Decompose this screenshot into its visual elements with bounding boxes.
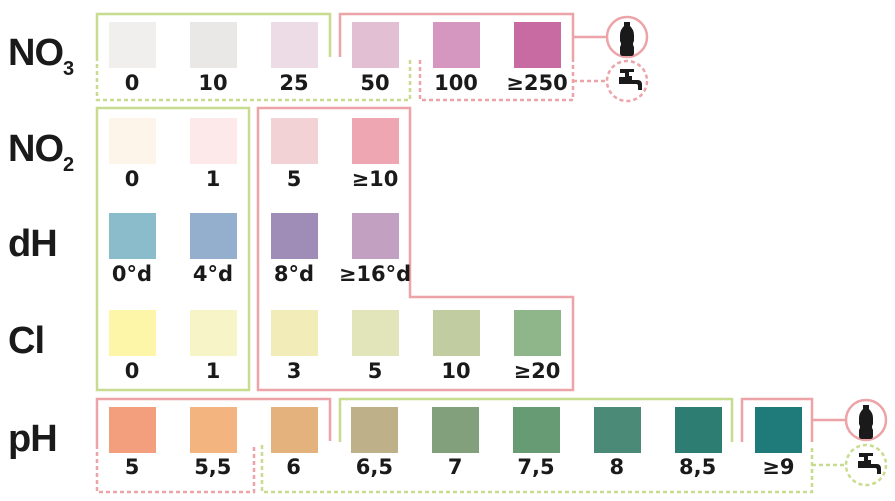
dh-value-label: 8°d bbox=[273, 262, 315, 286]
no2-value-label: ≥10 bbox=[351, 167, 399, 191]
ph-swatch bbox=[755, 407, 803, 453]
dh-value-label: 0°d bbox=[111, 262, 153, 286]
no3-value-label: 25 bbox=[279, 71, 309, 95]
ph-bottle-safe-frame bbox=[338, 397, 734, 442]
safe-frame bbox=[95, 106, 251, 392]
no3-bottle-safe-frame bbox=[95, 12, 332, 57]
unsafe-frame bbox=[256, 106, 575, 392]
ph-swatch bbox=[674, 407, 722, 453]
ph-swatch bbox=[270, 407, 318, 453]
ph-value-label: 5,5 bbox=[194, 455, 232, 479]
param-label-no2: NO2 bbox=[8, 128, 75, 176]
param-label-ph: pH bbox=[8, 418, 58, 460]
param-label-no3: NO3 bbox=[8, 32, 75, 80]
cl-swatch bbox=[109, 310, 156, 356]
no3-swatch bbox=[271, 22, 318, 68]
ph-swatch bbox=[432, 407, 480, 453]
cl-value-label: ≥20 bbox=[513, 359, 561, 383]
cl-swatch bbox=[352, 310, 399, 356]
dh-swatch bbox=[352, 213, 399, 259]
no3-swatch bbox=[352, 22, 399, 68]
ph-bottle-unsafe-high-frame bbox=[740, 397, 846, 442]
param-label-cl: Cl bbox=[8, 320, 45, 362]
cl-swatch bbox=[433, 310, 480, 356]
bottle-icon bbox=[844, 398, 888, 442]
no3-bottle-unsafe-frame bbox=[338, 12, 607, 60]
ph-value-label: 7 bbox=[447, 455, 463, 479]
cl-value-label: 10 bbox=[441, 359, 471, 383]
no3-swatch bbox=[514, 22, 561, 68]
ph-value-label: 6,5 bbox=[355, 455, 393, 479]
ph-value-label: 7,5 bbox=[517, 455, 555, 479]
dh-value-label: ≥16°d bbox=[338, 262, 412, 286]
tap-icon bbox=[605, 59, 649, 103]
cl-value-label: 3 bbox=[286, 359, 302, 383]
cl-value-label: 5 bbox=[367, 359, 383, 383]
dh-value-label: 4°d bbox=[192, 262, 234, 286]
ph-tap-safe-frame bbox=[260, 445, 846, 494]
tap-icon bbox=[844, 443, 888, 487]
bottle-icon bbox=[605, 15, 649, 59]
cl-swatch bbox=[271, 310, 318, 356]
ph-value-label: ≥9 bbox=[762, 455, 795, 479]
no2-swatch bbox=[190, 118, 237, 164]
no3-value-label: ≥250 bbox=[506, 71, 568, 95]
ph-bottle-unsafe-low-frame bbox=[95, 397, 332, 445]
no3-value-label: 100 bbox=[434, 71, 478, 95]
no2-value-label: 5 bbox=[286, 167, 302, 191]
param-label-dh: dH bbox=[8, 223, 58, 265]
cl-value-label: 1 bbox=[205, 359, 221, 383]
ph-swatch bbox=[189, 407, 237, 453]
ph-tap-unsafe-frame bbox=[95, 445, 256, 494]
ph-value-label: 5 bbox=[124, 455, 140, 479]
no3-swatch bbox=[109, 22, 156, 68]
no3-swatch bbox=[433, 22, 480, 68]
cl-swatch bbox=[190, 310, 237, 356]
no3-value-label: 10 bbox=[198, 71, 228, 95]
ph-value-label: 8 bbox=[609, 455, 625, 479]
cl-swatch bbox=[514, 310, 561, 356]
no3-tap-unsafe-frame bbox=[418, 60, 607, 102]
cl-value-label: 0 bbox=[124, 359, 140, 383]
dh-swatch bbox=[109, 213, 156, 259]
no2-value-label: 0 bbox=[124, 167, 140, 191]
no3-swatch bbox=[190, 22, 237, 68]
ph-swatch bbox=[109, 407, 156, 453]
no2-swatch bbox=[109, 118, 156, 164]
dh-swatch bbox=[190, 213, 237, 259]
no2-swatch bbox=[271, 118, 318, 164]
ph-swatch bbox=[593, 407, 641, 453]
no2-swatch bbox=[352, 118, 399, 164]
dh-swatch bbox=[271, 213, 318, 259]
ph-value-label: 8,5 bbox=[678, 455, 717, 479]
ph-swatch bbox=[351, 407, 399, 453]
ph-swatch bbox=[513, 407, 560, 453]
no2-value-label: 1 bbox=[205, 167, 221, 191]
no3-value-label: 50 bbox=[360, 71, 390, 95]
ph-value-label: 6 bbox=[286, 455, 301, 479]
no3-tap-safe-frame bbox=[95, 57, 412, 102]
no3-value-label: 0 bbox=[124, 71, 140, 95]
